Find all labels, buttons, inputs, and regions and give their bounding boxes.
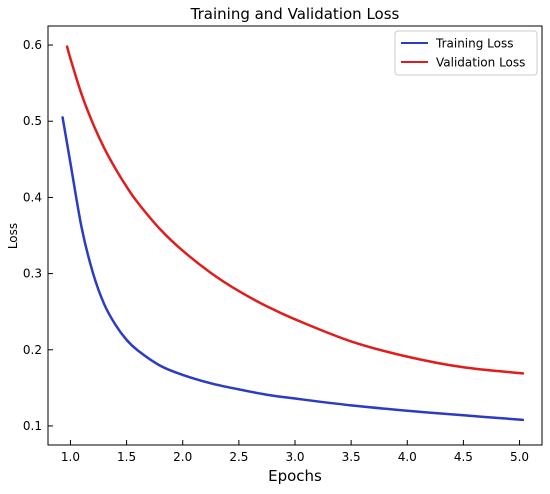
y-tick-label: 0.6: [23, 38, 42, 52]
legend-frame: [394, 30, 538, 76]
series-layer: [61, 45, 525, 422]
y-tick-label: 0.5: [23, 114, 42, 128]
x-tick-label: 3.5: [342, 450, 361, 464]
y-tick-label: 0.3: [23, 267, 42, 281]
series-line-training-loss: [61, 116, 525, 422]
series-line-validation-loss: [65, 45, 525, 375]
x-tick-label: 5.0: [510, 450, 529, 464]
x-tick-label: 2.5: [229, 450, 248, 464]
x-tick-label: 3.0: [285, 450, 304, 464]
plot-frame: [47, 25, 543, 446]
x-tick-label: 1.0: [61, 450, 80, 464]
y-tick-label: 0.2: [23, 343, 42, 357]
x-axis-label: Epochs: [268, 467, 322, 485]
y-tick-label: 0.4: [23, 190, 42, 204]
legend-label-training-loss: Training Loss: [435, 37, 513, 51]
y-axis-label: Loss: [6, 223, 20, 249]
legend: Training Loss Validation Loss: [394, 30, 538, 76]
x-tick-label: 2.0: [173, 450, 192, 464]
y-axis-ticks: 0.1 0.2 0.3 0.4 0.5 0.6: [23, 38, 53, 433]
chart-title: Training and Validation Loss: [190, 5, 400, 23]
y-tick-label: 0.1: [23, 419, 42, 433]
x-tick-label: 1.5: [117, 450, 136, 464]
x-tick-label: 4.0: [398, 450, 417, 464]
x-tick-label: 4.5: [454, 450, 473, 464]
x-axis-ticks: 1.0 1.5 2.0 2.5 3.0 3.5 4.0 4.5 5.0: [61, 440, 529, 464]
legend-label-validation-loss: Validation Loss: [436, 56, 525, 70]
